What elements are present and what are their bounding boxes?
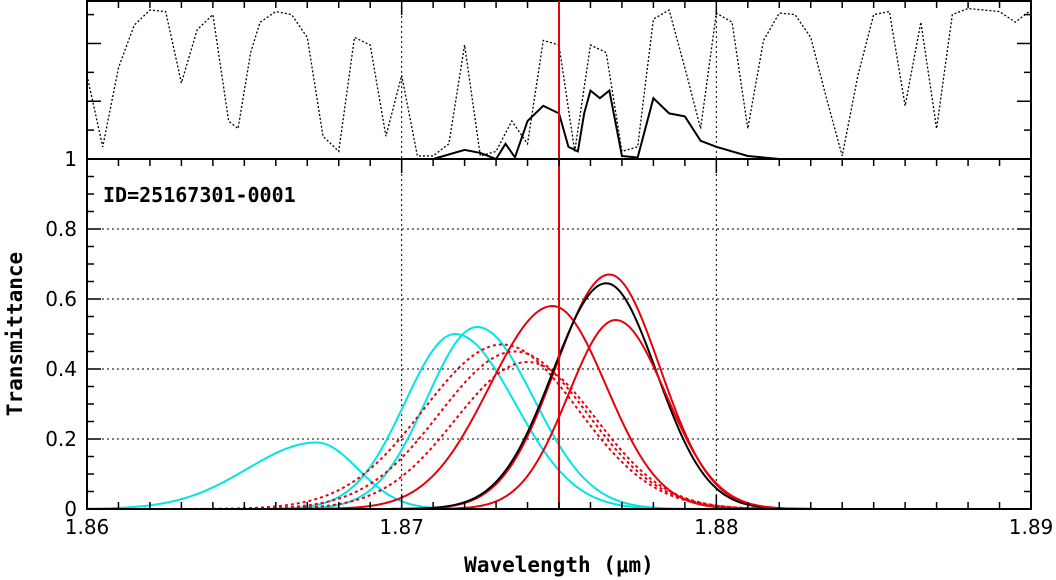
y-axis-title: Transmittance <box>3 252 27 416</box>
x-tick-label: 1.88 <box>694 515 739 539</box>
y-tick-label: 1 <box>64 147 77 171</box>
transmittance-panel: 1.86 1.87 1.88 1.89 0 0.2 0.4 0.6 0.8 <box>45 1 1053 539</box>
y-tick-label: 0.8 <box>45 217 77 241</box>
x-axis-title: Wavelength (μm) <box>464 553 654 577</box>
y-tick-label: 0 <box>64 497 77 521</box>
spectrum-id-label: ID=25167301-0001 <box>103 183 296 207</box>
sky-transmission-curve <box>86 7 1032 157</box>
atmospheric-transmission-panel: 1 <box>64 0 1032 171</box>
y-tick-label: 0.2 <box>45 427 77 451</box>
throughput-curve <box>432 88 780 161</box>
x-tick-label: 1.86 <box>65 515 110 539</box>
x-tick-label: 1.87 <box>379 515 424 539</box>
y-tick-label: 0.6 <box>45 287 77 311</box>
y-tick-label: 0.4 <box>45 357 77 381</box>
x-tick-label: 1.89 <box>1009 515 1054 539</box>
